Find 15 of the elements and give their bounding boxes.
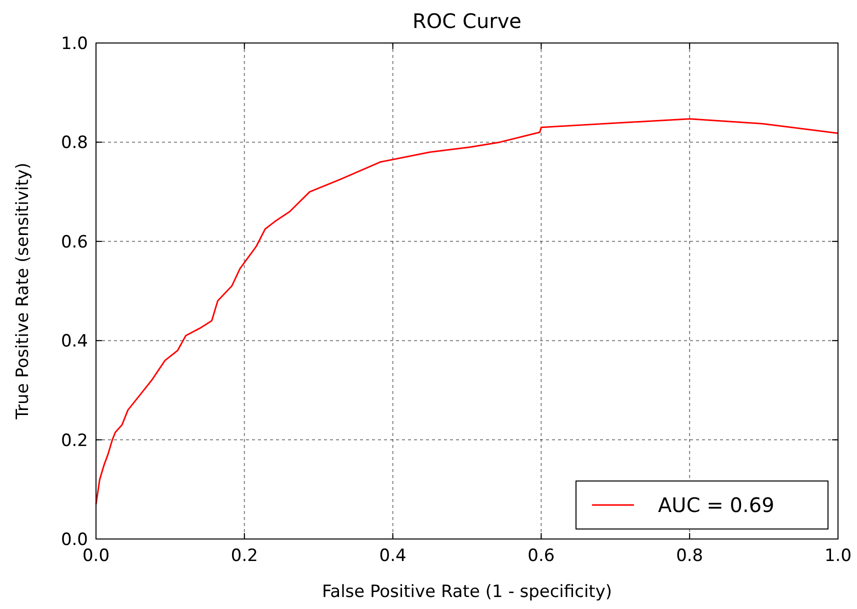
chart-title: ROC Curve <box>412 9 522 33</box>
y-axis-title: True Positive Rate (sensitivity) <box>13 162 33 420</box>
y-tick-label: 0.2 <box>60 430 88 451</box>
x-tick-label: 0.2 <box>230 546 258 566</box>
x-tick-label: 0.4 <box>379 546 406 566</box>
x-tick-label: 0.6 <box>528 546 555 566</box>
y-tick-label: 1.0 <box>60 34 88 54</box>
y-tick-label: 0.8 <box>60 133 88 154</box>
legend-label: AUC = 0.69 <box>658 493 774 517</box>
x-tick-label: 1.0 <box>824 546 852 566</box>
y-tick-label: 0.6 <box>60 232 88 252</box>
y-tick-label: 0.4 <box>60 332 88 352</box>
x-axis-title: False Positive Rate (1 - specificity) <box>322 582 612 602</box>
x-tick-label: 0.8 <box>676 546 704 566</box>
x-tick-label: 0.0 <box>82 546 110 566</box>
